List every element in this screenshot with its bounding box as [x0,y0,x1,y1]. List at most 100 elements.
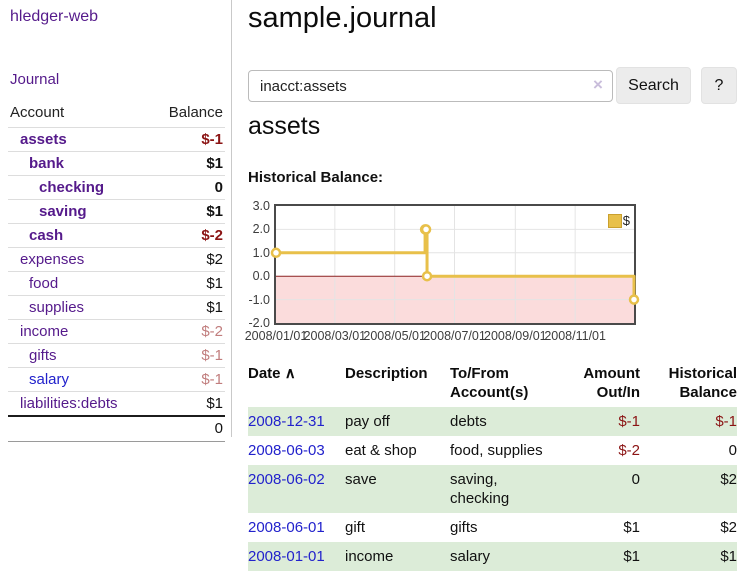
account-row: expenses $2 [8,247,225,272]
account-balance: $1 [150,295,225,320]
account-link-supplies[interactable]: supplies [29,298,85,316]
account-balance: $1 [150,391,225,416]
transaction-balance: 0 [728,442,737,459]
legend-label: $ [622,213,630,228]
transaction-accounts: saving, checking [450,465,558,513]
account-row: bank $1 [8,151,225,176]
chart-legend: $ [606,213,631,228]
account-row: food $1 [8,271,225,296]
x-tick-label: 2008/09/01 [484,329,547,343]
chart-y-axis: 3.0 2.0 1.0 0.0 -1.0 -2.0 [240,199,270,330]
account-row: saving $1 [8,199,225,224]
account-link-salary[interactable]: salary [29,370,70,388]
y-tick-label: 1.0 [252,245,270,260]
table-row: 2008-06-02 save saving, checking 0 $2 [248,465,737,513]
y-tick-label: 2.0 [252,222,270,237]
app-brand-link[interactable]: hledger-web [10,8,99,25]
transaction-date-link[interactable]: 2008-12-31 [248,413,325,430]
date-header-label: Date [248,365,281,382]
transaction-balance: $2 [720,519,737,536]
legend-swatch-icon [607,213,622,228]
transaction-accounts: debts [450,407,558,436]
x-tick-label: 2008/01/01 [244,329,308,343]
accounts-table: Account Balance assets $-1 bank $1 check… [8,101,225,442]
accounts-total-row: 0 [8,415,225,442]
balance-column-header: Historical Balance [668,365,737,401]
y-tick-label: 3.0 [252,199,270,213]
transaction-balance: $2 [640,465,737,513]
account-link-cash[interactable]: cash [29,226,64,244]
table-row: 2008-01-01 income salary $1 $1 [248,542,737,571]
chart-x-axis: 2008/01/01 2008/03/01 2008/05/01 2008/07/01… [245,329,634,345]
account-link-assets[interactable]: assets [20,130,67,148]
account-column-header: Account [10,104,65,121]
account-row: gifts $-1 [8,343,225,368]
account-link-expenses[interactable]: expenses [20,250,85,268]
account-row: assets $-1 [8,127,225,152]
register-header-row: Date ∧ Description To/From Account(s) Am… [248,362,737,407]
y-tick-label: -2.0 [248,316,270,330]
account-row: cash $-2 [8,223,225,248]
x-tick-label: 2008/07/01 [423,329,486,343]
transaction-description: eat & shop [345,442,417,459]
account-row: checking 0 [8,175,225,200]
x-tick-label: 2008/03/01 [303,329,367,343]
transaction-date-link[interactable]: 2008-06-01 [248,519,325,536]
account-link-bank[interactable]: bank [29,154,65,172]
account-heading: assets [248,112,321,140]
transaction-amount: $-1 [558,407,640,436]
clear-search-icon[interactable]: × [593,75,603,94]
transaction-description: save [345,465,450,513]
sidebar-item-journal[interactable]: Journal [10,71,60,88]
account-row: salary $-1 [8,367,225,392]
account-balance: 0 [150,175,225,200]
accounts-table-header: Account Balance [8,101,225,128]
table-row: 2008-06-03 eat & shop food, supplies $-2… [248,436,737,465]
account-link-gifts[interactable]: gifts [29,346,57,364]
sort-ascending-icon: ∧ [284,365,296,382]
table-row: 2008-06-01 gift gifts $1 $2 [248,513,737,542]
transaction-amount: $1 [623,519,640,536]
account-balance: $-2 [150,223,225,248]
account-balance: $-1 [150,367,225,392]
account-balance: $-1 [150,127,225,152]
register-table: Date ∧ Description To/From Account(s) Am… [248,362,737,571]
account-link-checking[interactable]: checking [39,178,105,196]
account-balance: $-1 [150,343,225,368]
account-link-income[interactable]: income [20,322,69,340]
account-link-food[interactable]: food [29,274,59,292]
account-row: supplies $1 [8,295,225,320]
transaction-description: pay off [345,407,450,436]
amount-column-header: Amount Out/In [583,365,640,401]
y-tick-label: 0.0 [252,269,270,284]
accounts-total-balance: 0 [150,415,225,442]
account-row: liabilities:debts $1 [8,391,225,416]
sidebar: hledger-web Journal Account Balance asse… [0,0,232,442]
chart-plot: $ [270,204,640,325]
help-button[interactable]: ? [701,67,737,104]
x-tick-label: 2008/05/01 [363,329,426,343]
table-row: 2008-12-31 pay off debts $-1 $-1 [248,407,737,436]
transaction-accounts: gifts [450,519,478,536]
account-row: income $-2 [8,319,225,344]
y-tick-label: -1.0 [248,292,270,307]
transaction-balance: $1 [640,542,737,571]
chart-svg [270,206,640,323]
transaction-date-link[interactable]: 2008-06-03 [248,442,325,459]
account-link-liabilities-debts[interactable]: liabilities:debts [20,394,118,412]
account-balance: $2 [150,247,225,272]
historical-balance-chart: 3.0 2.0 1.0 0.0 -1.0 -2.0 $ 2008/01/01 2008/03… [245,199,742,354]
transaction-date-link[interactable]: 2008-01-01 [248,548,325,565]
account-balance: $1 [150,199,225,224]
account-link-saving[interactable]: saving [39,202,87,220]
transaction-accounts: food, supplies [450,442,543,459]
search-button[interactable]: Search [616,67,691,104]
page-title: sample.journal [248,2,437,34]
search-input[interactable] [248,70,613,102]
accounts-column-header: To/From Account(s) [450,365,529,401]
transaction-date-link[interactable]: 2008-06-02 [248,471,325,488]
transaction-amount: $1 [558,542,640,571]
account-balance: $1 [150,271,225,296]
date-column-header[interactable]: Date ∧ [248,362,345,407]
description-column-header: Description [345,365,428,382]
